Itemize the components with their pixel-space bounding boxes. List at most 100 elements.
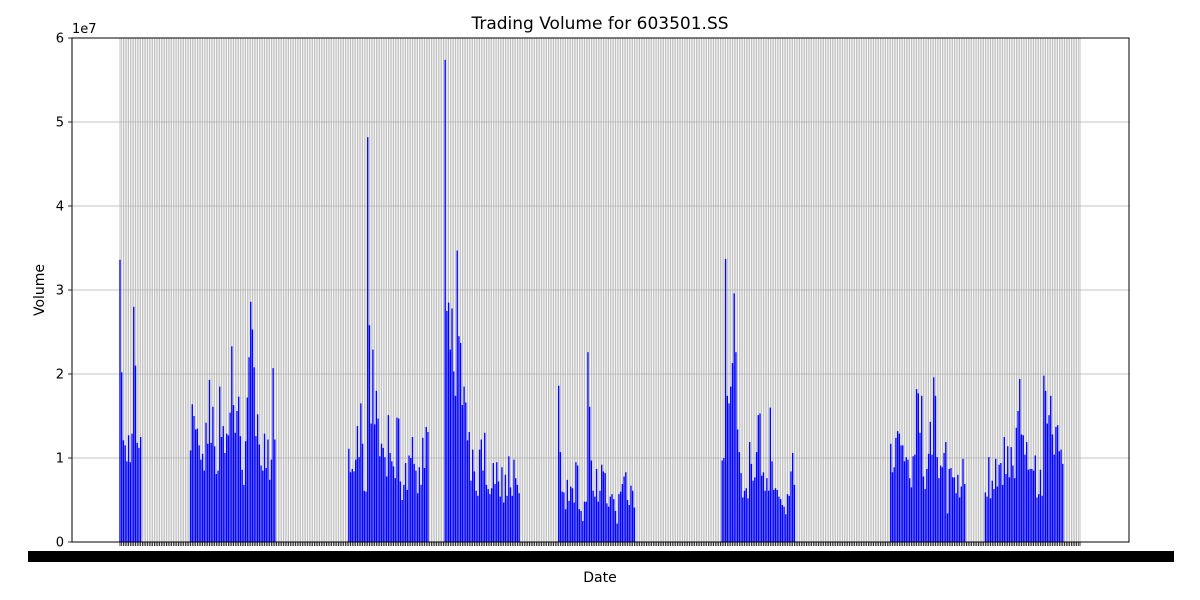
volume-bar bbox=[779, 499, 782, 542]
volume-bar bbox=[1056, 425, 1059, 542]
volume-bar bbox=[778, 496, 780, 542]
volume-bar bbox=[508, 456, 510, 542]
volume-bar bbox=[511, 495, 513, 542]
volume-bar bbox=[413, 463, 415, 542]
volume-bar bbox=[416, 493, 419, 542]
volume-bar bbox=[891, 472, 894, 542]
y-tick-label: 0 bbox=[56, 536, 64, 551]
volume-bar bbox=[191, 404, 193, 542]
volume-bar bbox=[595, 468, 598, 542]
y-tick-label: 3 bbox=[56, 284, 64, 299]
volume-bar bbox=[1048, 415, 1050, 542]
volume-bar bbox=[588, 406, 591, 542]
volume-bar bbox=[121, 372, 123, 542]
volume-bar bbox=[234, 432, 236, 542]
volume-bar bbox=[465, 402, 467, 542]
volume-bar bbox=[232, 405, 235, 542]
volume-bar bbox=[195, 429, 197, 542]
volume-bar bbox=[754, 477, 756, 542]
volume-bar bbox=[267, 439, 269, 542]
volume-bar bbox=[454, 395, 457, 542]
volume-bar bbox=[408, 455, 410, 542]
volume-bar bbox=[497, 481, 500, 542]
volume-bar bbox=[633, 507, 636, 542]
volume-bar bbox=[938, 478, 940, 542]
volume-bar bbox=[444, 59, 446, 543]
volume-bar bbox=[988, 457, 990, 542]
volume-bar bbox=[1019, 379, 1021, 542]
volume-bar bbox=[504, 474, 507, 542]
volume-bar bbox=[594, 496, 596, 542]
volume-bar bbox=[485, 484, 488, 542]
volume-bar bbox=[757, 415, 759, 542]
volume-bar bbox=[964, 484, 966, 542]
volume-bar bbox=[604, 473, 606, 542]
volume-bar bbox=[1051, 434, 1054, 542]
volume-bar bbox=[389, 452, 391, 542]
volume-bar bbox=[449, 349, 452, 542]
volume-bar bbox=[423, 468, 426, 542]
volume-bar bbox=[578, 509, 581, 542]
plot-area bbox=[71, 37, 1130, 543]
volume-bar bbox=[1053, 454, 1055, 542]
volume-bar bbox=[494, 484, 496, 542]
volume-bar bbox=[251, 329, 254, 542]
volume-bar bbox=[463, 386, 465, 542]
volume-bar bbox=[263, 433, 266, 542]
volume-bar bbox=[601, 464, 603, 542]
volume-bar bbox=[238, 396, 240, 542]
volume-bar bbox=[564, 509, 567, 542]
volume-bar bbox=[425, 426, 427, 542]
y-axis-label: Volume bbox=[32, 264, 48, 316]
volume-bar bbox=[256, 414, 259, 542]
volume-bar bbox=[738, 452, 741, 542]
volume-bar bbox=[124, 445, 126, 542]
volume-bar bbox=[410, 458, 412, 542]
volume-bar bbox=[515, 478, 517, 542]
volume-bar bbox=[896, 431, 899, 542]
volume-bar bbox=[200, 459, 202, 542]
volume-bar bbox=[740, 473, 742, 542]
volume-bar bbox=[960, 486, 962, 542]
volume-bar bbox=[984, 492, 987, 542]
volume-bar bbox=[499, 496, 501, 542]
volume-bar bbox=[721, 460, 723, 542]
volume-bar bbox=[728, 403, 730, 542]
volume-bar bbox=[492, 463, 495, 542]
volume-bar bbox=[136, 442, 138, 542]
volume-bar bbox=[1007, 446, 1009, 542]
volume-bar bbox=[513, 459, 515, 542]
volume-bar bbox=[208, 379, 211, 542]
volume-bar bbox=[258, 444, 261, 542]
volume-bar bbox=[948, 468, 950, 542]
volume-bar bbox=[274, 439, 276, 542]
volume-bar bbox=[583, 501, 586, 542]
volume-bar bbox=[573, 502, 575, 542]
volume-bar bbox=[1022, 435, 1024, 542]
x-tick-labels-overlapped bbox=[28, 551, 1174, 562]
volume-bar bbox=[726, 395, 728, 542]
volume-bar bbox=[621, 484, 624, 542]
volume-bar bbox=[1024, 454, 1026, 542]
volume-bar bbox=[382, 447, 384, 542]
volume-bar bbox=[957, 474, 959, 542]
volume-bar bbox=[373, 424, 376, 542]
volume-bar bbox=[576, 465, 579, 542]
volume-bar bbox=[607, 506, 610, 542]
volume-bar bbox=[568, 500, 570, 542]
volume-bar bbox=[241, 469, 243, 542]
volume-bar bbox=[384, 457, 386, 542]
volume-bar bbox=[456, 250, 458, 542]
volume-bar bbox=[998, 464, 1000, 542]
volume-bar bbox=[509, 487, 512, 542]
volume-bar bbox=[748, 442, 751, 542]
volume-bar bbox=[394, 478, 396, 542]
volume-bar bbox=[215, 473, 218, 542]
volume-bar bbox=[602, 471, 605, 542]
y-tick-label: 1 bbox=[56, 452, 64, 467]
volume-bar bbox=[139, 437, 142, 542]
volume-bar bbox=[222, 426, 224, 542]
volume-bar bbox=[759, 413, 761, 542]
volume-bar bbox=[447, 302, 450, 542]
volume-bar bbox=[385, 476, 388, 542]
